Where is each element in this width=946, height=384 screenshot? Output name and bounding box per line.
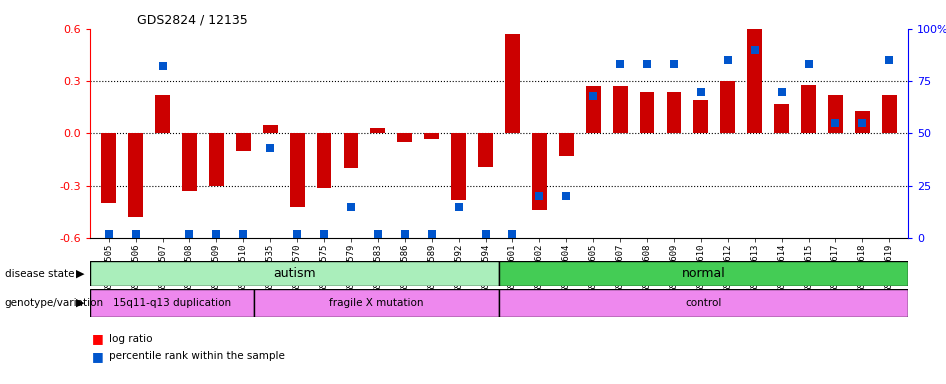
Point [478,231,493,237]
Bar [289,133,305,207]
Point [209,231,224,237]
Point [586,93,601,99]
Point [317,231,332,237]
Point [424,231,439,237]
Text: log ratio: log ratio [109,334,152,344]
Point [666,61,681,68]
Bar [667,91,681,133]
Text: genotype/variation: genotype/variation [5,298,104,308]
Point [236,231,251,237]
Text: autism: autism [273,267,316,280]
Bar [425,133,439,139]
Text: ▶: ▶ [76,298,84,308]
Point [397,231,412,237]
Text: 15q11-q13 duplication: 15q11-q13 duplication [113,298,231,308]
Point [343,204,359,210]
Text: normal: normal [682,267,726,280]
Bar [639,91,655,133]
Bar [129,133,143,217]
Text: disease state: disease state [5,268,74,279]
Point [747,46,762,53]
Point [828,120,843,126]
Bar [209,133,224,186]
Text: percentile rank within the sample: percentile rank within the sample [109,351,285,361]
Point [532,193,547,199]
Bar [559,133,573,156]
Text: control: control [686,298,722,308]
Point [882,57,897,63]
Text: ■: ■ [92,350,103,363]
Bar [343,133,359,168]
Bar [101,133,116,203]
Bar [317,133,331,187]
Bar [182,133,197,191]
Bar [693,100,709,133]
Point [639,61,655,68]
Bar [613,86,627,133]
Bar [586,86,601,133]
Point [155,63,170,70]
Bar [451,133,466,200]
Bar [397,133,412,142]
Text: ▶: ▶ [76,268,84,279]
Point [101,231,116,237]
Point [801,61,816,68]
Bar [478,133,493,167]
Bar [371,128,385,133]
Bar [254,289,499,317]
Bar [155,95,170,133]
Point [128,231,143,237]
Point [559,193,574,199]
Point [613,61,628,68]
Point [370,231,385,237]
Point [182,231,197,237]
Point [693,88,709,94]
Bar [90,261,499,286]
Text: fragile X mutation: fragile X mutation [329,298,424,308]
Bar [747,29,762,133]
Bar [855,111,869,133]
Bar [801,84,816,133]
Bar [499,261,908,286]
Text: GDS2824 / 12135: GDS2824 / 12135 [137,13,248,26]
Point [263,145,278,151]
Point [505,231,520,237]
Bar [263,125,277,133]
Text: ■: ■ [92,332,103,345]
Bar [505,34,520,133]
Bar [828,95,843,133]
Bar [499,289,908,317]
Bar [882,95,897,133]
Point [774,88,789,94]
Bar [532,133,547,210]
Bar [90,289,254,317]
Point [720,57,735,63]
Point [451,204,466,210]
Bar [774,104,789,133]
Point [855,120,870,126]
Bar [236,133,251,151]
Point [289,231,305,237]
Bar [721,81,735,133]
